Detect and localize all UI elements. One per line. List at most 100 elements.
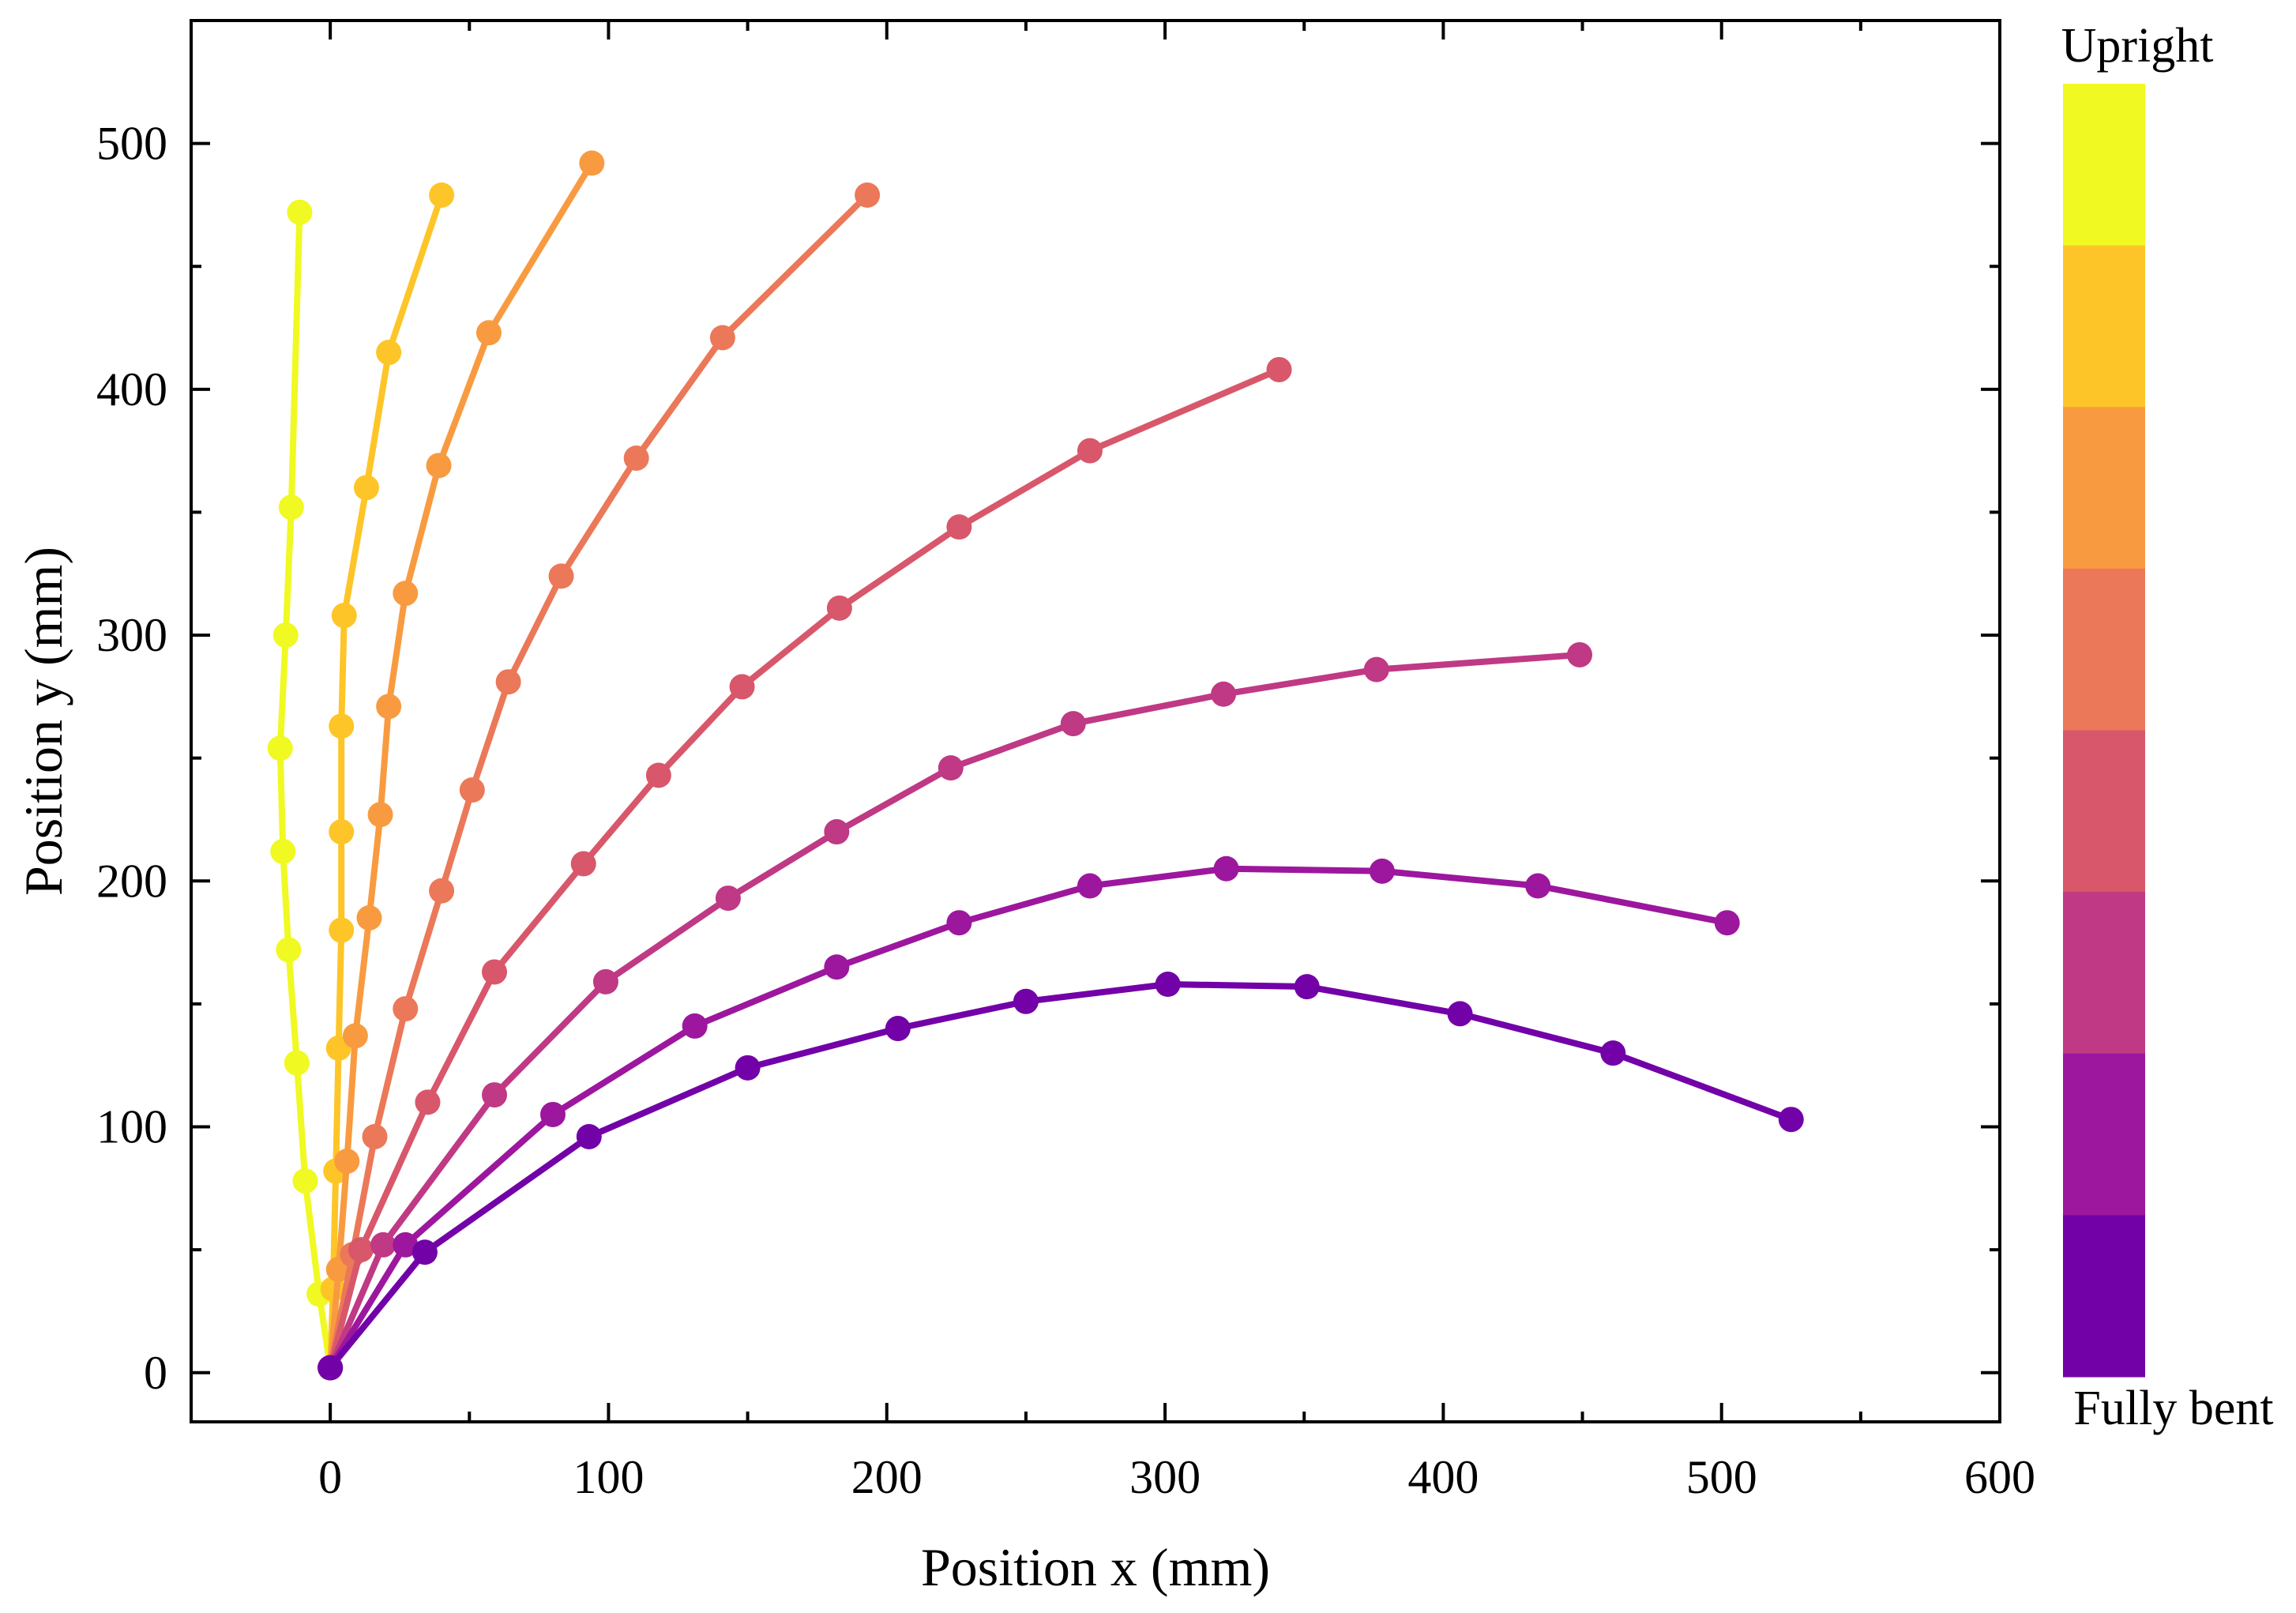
data-point	[885, 1016, 911, 1042]
data-point	[356, 904, 382, 931]
data-point	[429, 878, 455, 904]
data-point	[729, 674, 755, 700]
data-point	[292, 1167, 318, 1194]
data-point	[1447, 1001, 1473, 1027]
data-point	[1369, 858, 1395, 884]
y-tick-label: 200	[96, 855, 167, 907]
data-point	[576, 1123, 602, 1149]
data-point	[267, 735, 293, 761]
data-point	[376, 340, 402, 366]
data-point	[367, 802, 393, 828]
data-point	[682, 1013, 708, 1039]
data-point	[623, 445, 649, 471]
data-point	[272, 622, 299, 649]
data-point	[287, 199, 313, 225]
data-point	[411, 1239, 438, 1265]
y-axis-title: Position y (mm)	[13, 547, 73, 896]
data-point	[376, 694, 402, 720]
data-point	[1714, 910, 1740, 936]
x-tick-label: 100	[573, 1451, 644, 1503]
y-tick-label: 400	[96, 363, 167, 415]
data-point	[709, 325, 735, 351]
y-tick-label: 500	[96, 118, 167, 170]
data-point	[495, 669, 521, 695]
data-point	[1266, 356, 1292, 382]
data-point	[1600, 1040, 1626, 1066]
colorbar-bottom-label: Fully bent	[2073, 1382, 2273, 1435]
series-curve-5	[318, 356, 1292, 1381]
data-point	[475, 320, 502, 346]
data-point	[540, 1101, 566, 1127]
data-point	[1155, 972, 1181, 998]
data-point	[348, 1237, 374, 1263]
colorbar-segment	[2063, 1053, 2145, 1216]
data-point	[393, 996, 419, 1022]
colorbar-segment	[2063, 892, 2145, 1055]
data-point	[329, 917, 355, 943]
data-point	[715, 885, 741, 912]
data-point	[1778, 1107, 1804, 1133]
data-point	[429, 182, 455, 208]
data-point	[645, 762, 671, 788]
colorbar-segment	[2063, 245, 2145, 408]
series-layer	[267, 150, 1804, 1381]
data-point	[1363, 656, 1389, 682]
data-point	[459, 777, 485, 803]
data-point	[548, 563, 574, 589]
x-axis-title: Position x (mm)	[921, 1537, 1270, 1597]
colorbar	[2063, 84, 2145, 1378]
data-point	[270, 838, 296, 864]
data-point	[946, 514, 972, 540]
data-point	[570, 851, 596, 877]
data-point	[855, 182, 881, 208]
data-point	[362, 1123, 388, 1149]
data-point	[824, 819, 850, 845]
data-point	[415, 1089, 441, 1115]
colorbar-segment	[2063, 1215, 2145, 1378]
x-tick-label: 400	[1407, 1451, 1479, 1503]
y-tick-label: 300	[96, 609, 167, 661]
data-point	[329, 713, 355, 739]
x-tick-label: 0	[318, 1451, 342, 1503]
colorbar-segment	[2063, 84, 2145, 246]
data-point	[1077, 438, 1103, 464]
x-tick-label: 500	[1686, 1451, 1757, 1503]
x-tick-label: 300	[1129, 1451, 1201, 1503]
data-point	[1060, 711, 1086, 737]
data-point	[393, 1231, 419, 1258]
data-point	[1077, 873, 1103, 899]
data-point	[592, 968, 618, 994]
data-point	[1213, 855, 1239, 882]
plot-frame	[190, 19, 2001, 1423]
data-point	[334, 1149, 360, 1175]
colorbar-segment	[2063, 568, 2145, 731]
data-point	[938, 755, 964, 781]
data-point	[1013, 988, 1039, 1014]
data-point	[946, 910, 972, 936]
x-tick-label: 600	[1964, 1451, 2035, 1503]
data-point	[482, 1082, 508, 1108]
data-point	[331, 603, 357, 629]
colorbar-top-label: Upright	[2061, 19, 2214, 73]
data-point	[329, 819, 355, 845]
colorbar-segment	[2063, 730, 2145, 893]
data-point	[278, 494, 304, 521]
data-point	[393, 581, 419, 607]
data-point	[579, 150, 605, 176]
colorbar-segment	[2063, 407, 2145, 570]
data-point	[318, 1355, 344, 1381]
y-tick-label: 100	[96, 1101, 167, 1153]
data-point	[1294, 974, 1320, 1000]
data-point	[353, 475, 379, 501]
data-point	[1211, 681, 1237, 707]
data-point	[482, 959, 508, 985]
series-line	[276, 209, 334, 1371]
data-point	[1567, 641, 1593, 667]
data-point	[276, 937, 302, 963]
data-point	[370, 1231, 396, 1258]
data-point	[1525, 873, 1551, 899]
data-point	[284, 1050, 310, 1076]
ticks-layer: 0 100 200 300 400 500 600 0 100 200 300 400 500	[96, 19, 2035, 1503]
data-point	[826, 595, 852, 621]
